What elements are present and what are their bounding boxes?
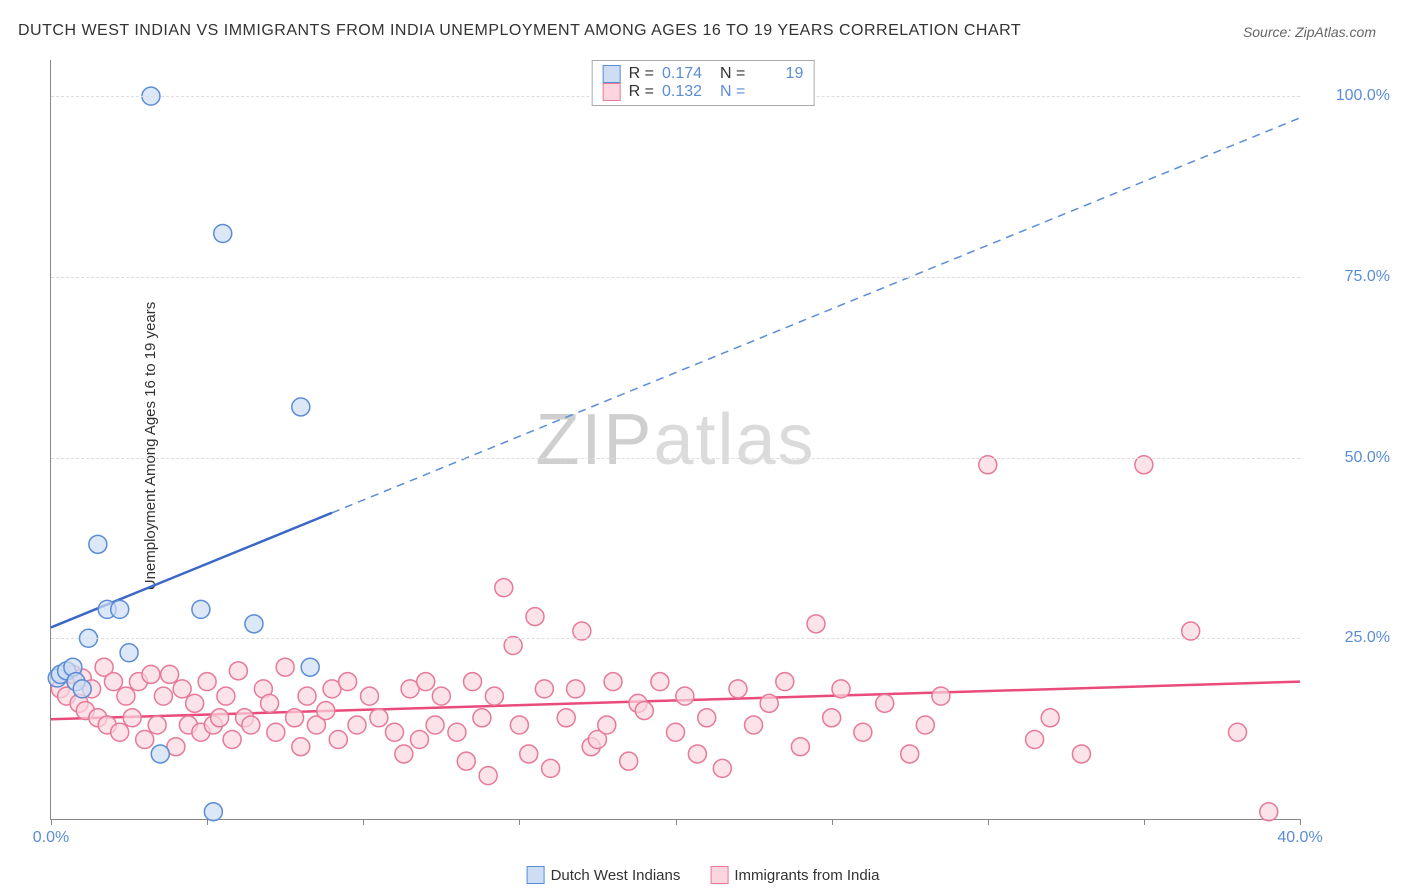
swatch-icon: [527, 866, 545, 884]
x-tick-label: 40.0%: [1277, 829, 1322, 847]
x-tick-label: 0.0%: [33, 829, 69, 847]
chart-plot-area: ZIPatlas 25.0%50.0%75.0%100.0%0.0%40.0%: [50, 60, 1300, 820]
chart-title: DUTCH WEST INDIAN VS IMMIGRANTS FROM IND…: [18, 22, 1021, 40]
correlation-stats-box: R = 0.174 N = 19 R = 0.132 N =: [592, 60, 815, 106]
chart-legend: Dutch West Indians Immigrants from India: [527, 866, 880, 884]
swatch-icon: [710, 866, 728, 884]
y-tick-label: 25.0%: [1310, 629, 1390, 647]
y-tick-label: 50.0%: [1310, 449, 1390, 467]
legend-item-blue: Dutch West Indians: [527, 866, 681, 884]
y-tick-label: 100.0%: [1310, 87, 1390, 105]
legend-item-pink: Immigrants from India: [710, 866, 879, 884]
swatch-icon: [603, 83, 621, 101]
stats-row-blue: R = 0.174 N = 19: [603, 65, 804, 83]
scatter-plot-svg: [51, 60, 1300, 819]
source-attribution: Source: ZipAtlas.com: [1243, 24, 1376, 40]
swatch-icon: [603, 65, 621, 83]
y-tick-label: 75.0%: [1310, 268, 1390, 286]
stats-row-pink: R = 0.132 N =: [603, 83, 804, 101]
